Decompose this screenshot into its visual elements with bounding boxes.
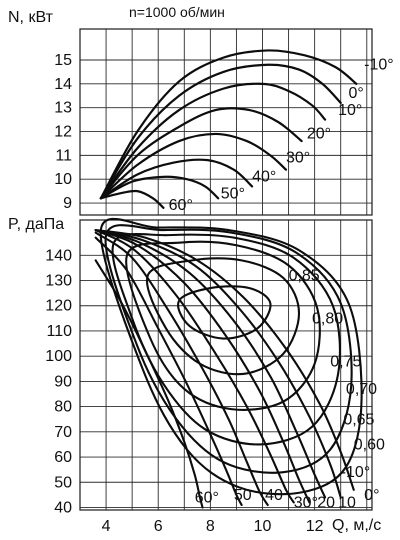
pressure-tick-label: 100 xyxy=(45,348,72,365)
power-series-line xyxy=(99,189,165,209)
pressure-angle-line xyxy=(94,229,342,499)
pressure-angle-line xyxy=(94,229,355,491)
pressure-curve-label: 0° xyxy=(364,487,379,504)
pressure-tick-label: 80 xyxy=(54,399,72,416)
power-series-line xyxy=(99,132,288,200)
efficiency-contour xyxy=(99,217,363,496)
pressure-tick-label: 140 xyxy=(45,247,72,264)
pressure-angle-line xyxy=(94,259,204,509)
pressure-angle-line xyxy=(94,231,269,507)
efficiency-contour xyxy=(145,257,301,376)
power-tick-label: 14 xyxy=(54,76,72,93)
power-chart: N, кВт n=1000 об/мин 9 10 11 12 13 14 15 -10°0°… xyxy=(8,4,394,216)
power-tick-label: 12 xyxy=(54,124,72,141)
power-series-line xyxy=(99,107,303,200)
power-tick-label: 10 xyxy=(54,171,72,188)
pressure-curve-label: 0,85 xyxy=(289,268,320,285)
power-tick-label: 11 xyxy=(55,147,72,164)
pressure-curve-label: 50 xyxy=(234,487,252,504)
power-tick-label: 15 xyxy=(54,52,72,69)
efficiency-contour xyxy=(104,224,353,474)
efficiency-contour xyxy=(125,240,321,411)
power-series-line xyxy=(99,158,254,200)
power-curve-label: 40° xyxy=(252,169,276,186)
pressure-angle-line xyxy=(94,236,243,507)
power-curve-label: 50° xyxy=(221,185,245,202)
power-curve-label: 20° xyxy=(307,126,331,143)
pressure-angle-line xyxy=(94,229,311,504)
power-series-line xyxy=(99,49,358,200)
pressure-axis-label: P, даПа xyxy=(8,216,64,233)
power-curve-label: 60° xyxy=(169,197,193,214)
pressure-tick-label: 120 xyxy=(45,298,72,315)
pressure-curve-label: 0,70 xyxy=(346,381,377,398)
pressure-chart: P, даПа Q, м,/с 40 50 60 70 80 90 100 110 120 130… xyxy=(8,216,385,535)
pressure-curve-label: 30° xyxy=(294,494,318,511)
pressure-curve-label: 0,60 xyxy=(354,436,385,453)
pressure-angle-line xyxy=(94,229,295,504)
pressure-curve-label: 0,80 xyxy=(312,310,343,327)
power-tick-label: 13 xyxy=(54,100,72,117)
power-curve-label: 0° xyxy=(349,85,364,102)
power-series-line xyxy=(99,82,327,200)
pressure-curve-label: 10 xyxy=(338,494,356,511)
power-plot-frame xyxy=(79,28,373,216)
pressure-curve-label: 0,65 xyxy=(343,411,374,428)
pressure-tick-label: 40 xyxy=(54,499,72,516)
power-tick-label: 9 xyxy=(63,195,72,212)
pressure-tick-label: 50 xyxy=(54,474,72,491)
pressure-curve-label: 0,75 xyxy=(330,353,361,370)
flow-tick-label: 4 xyxy=(102,518,111,535)
power-curve-label: 10° xyxy=(338,102,362,119)
pressure-tick-label: 90 xyxy=(54,373,72,390)
pressure-angle-line xyxy=(94,229,327,499)
power-series-line xyxy=(99,175,220,200)
pressure-plot-frame xyxy=(79,219,373,511)
flow-tick-label: 8 xyxy=(206,518,215,535)
flow-tick-label: 10 xyxy=(254,518,272,535)
speed-title: n=1000 об/мин xyxy=(129,4,225,20)
pressure-curve-label: 40 xyxy=(265,487,283,504)
flow-tick-label: 6 xyxy=(154,518,163,535)
pressure-curve-label: 60° xyxy=(195,489,219,506)
pressure-tick-label: 130 xyxy=(45,273,72,290)
efficiency-contour xyxy=(177,285,272,340)
pressure-curve-label: 20 xyxy=(317,494,335,511)
power-axis-label: N, кВт xyxy=(8,9,54,26)
flow-tick-label: 12 xyxy=(306,518,324,535)
pressure-tick-label: 110 xyxy=(46,323,72,340)
power-curve-label: -10° xyxy=(364,57,394,74)
pressure-curve-label: -10° xyxy=(341,464,371,481)
pressure-tick-label: 70 xyxy=(54,424,72,441)
power-curve-label: 30° xyxy=(286,150,310,167)
flow-axis-label: Q, м,/с xyxy=(332,517,381,534)
power-series-line xyxy=(99,63,342,200)
pressure-tick-label: 60 xyxy=(54,449,72,466)
